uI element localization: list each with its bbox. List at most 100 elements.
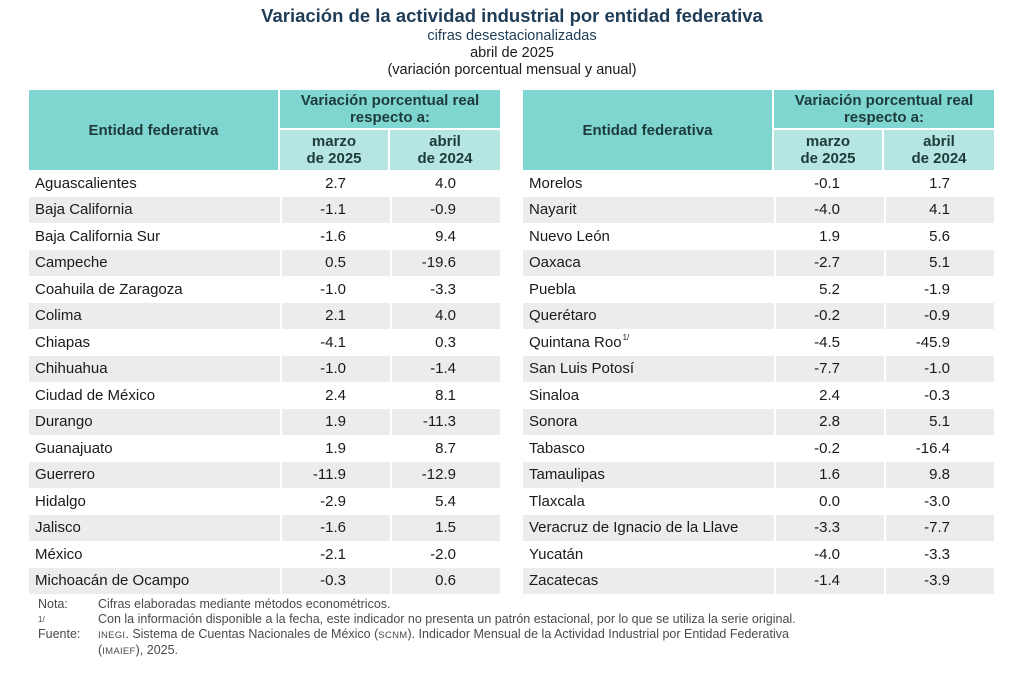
source-part3: ), 2025. [135, 643, 179, 657]
table-row: Guerrero -11.9 -12.9 [29, 461, 500, 488]
monthly-variation-value: -1.1 [280, 196, 390, 223]
table-row: Puebla 5.2 -1.9 [523, 276, 994, 303]
table-row: Michoacán de Ocampo -0.3 0.6 [29, 567, 500, 594]
entity-name: Zacatecas [523, 567, 774, 594]
annual-variation-value: -19.6 [390, 249, 500, 276]
entity-name: Guerrero [29, 461, 280, 488]
entity-name: Tlaxcala [523, 488, 774, 515]
table-row: Chihuahua -1.0 -1.4 [29, 355, 500, 382]
entity-name: Veracruz de Ignacio de la Llave [523, 514, 774, 541]
nota-label: Nota: [38, 597, 68, 611]
annual-variation-value: -7.7 [884, 514, 994, 541]
entity-name: Puebla [523, 276, 774, 303]
entity-label: Veracruz de Ignacio de la Llave [529, 519, 739, 537]
left-data-table: Entidad federativa Variación porcentual … [29, 90, 500, 594]
source-part2: ). Indicador Mensual de la Actividad Ind… [407, 627, 789, 641]
footnote-text: Con la información disponible a la fecha… [98, 612, 796, 626]
table-row: Hidalgo -2.9 5.4 [29, 488, 500, 515]
annual-variation-value: -3.3 [884, 541, 994, 568]
annual-variation-value: 1.7 [884, 170, 994, 197]
entity-name: Morelos [523, 170, 774, 197]
entity-name: Ciudad de México [29, 382, 280, 409]
monthly-variation-value: -0.1 [774, 170, 884, 197]
entity-label: Guerrero [35, 466, 96, 484]
table-row: Morelos -0.1 1.7 [523, 170, 994, 197]
annual-variation-value: -3.0 [884, 488, 994, 515]
col1-line2: de 2025 [800, 150, 856, 167]
monthly-variation-value: -4.0 [774, 196, 884, 223]
entity-label: Chihuahua [35, 360, 108, 378]
monthly-variation-value: 5.2 [774, 276, 884, 303]
monthly-variation-value: -2.7 [774, 249, 884, 276]
entity-name: Chiapas [29, 329, 280, 356]
entity-label: Hidalgo [35, 492, 86, 510]
entity-label: Tlaxcala [529, 492, 585, 510]
entity-name: Aguascalientes [29, 170, 280, 197]
source-text-cont: (IMAIEF), 2025. [98, 643, 178, 659]
group-header-line2: respecto a: [349, 109, 431, 126]
entity-name: Durango [29, 408, 280, 435]
entity-label: Sonora [529, 413, 578, 431]
source-imaief: IMAIEF [102, 646, 136, 657]
monthly-variation-value: 1.9 [280, 408, 390, 435]
annual-variation-value: 4.0 [390, 302, 500, 329]
monthly-variation-value: 0.0 [774, 488, 884, 515]
table-row: Baja California Sur -1.6 9.4 [29, 223, 500, 250]
entity-label: Baja California Sur [35, 227, 161, 245]
annual-variation-value: 4.1 [884, 196, 994, 223]
annual-variation-value: -1.4 [390, 355, 500, 382]
entity-label: Tamaulipas [529, 466, 605, 484]
table-row: Nayarit -4.0 4.1 [523, 196, 994, 223]
fuente-label: Fuente: [38, 627, 81, 641]
entity-name: México [29, 541, 280, 568]
annual-variation-value: 9.8 [884, 461, 994, 488]
entity-name: Jalisco [29, 514, 280, 541]
title-block: Variación de la actividad industrial por… [0, 4, 1024, 79]
source-row: Fuente: INEGI. Sistema de Cuentas Nacion… [38, 627, 998, 643]
annual-variation-value: -3.3 [390, 276, 500, 303]
table-row: Yucatán -4.0 -3.3 [523, 541, 994, 568]
monthly-variation-value: -1.0 [280, 276, 390, 303]
nota-text: Cifras elaboradas mediante métodos econo… [98, 597, 391, 611]
annual-variation-value: 5.6 [884, 223, 994, 250]
annual-variation-value: -16.4 [884, 435, 994, 462]
table-row: Ciudad de México 2.4 8.1 [29, 382, 500, 409]
monthly-variation-value: 2.1 [280, 302, 390, 329]
monthly-variation-value: -4.5 [774, 329, 884, 356]
annual-variation-value: 4.0 [390, 170, 500, 197]
entity-name: Chihuahua [29, 355, 280, 382]
entity-label: Puebla [529, 280, 576, 298]
entity-name: Nuevo León [523, 223, 774, 250]
group-header-line2: respecto a: [843, 109, 925, 126]
entity-label: Michoacán de Ocampo [35, 572, 190, 590]
entity-label: México [35, 545, 83, 563]
monthly-variation-value: 1.9 [280, 435, 390, 462]
annual-variation-value: -12.9 [390, 461, 500, 488]
table-row: Sinaloa 2.4 -0.3 [523, 382, 994, 409]
table-row: Colima 2.1 4.0 [29, 302, 500, 329]
entity-name: Baja California Sur [29, 223, 280, 250]
col1-line1: marzo [805, 133, 851, 150]
unit-label: (variación porcentual mensual y anual) [387, 62, 637, 78]
annual-variation-value: 1.5 [390, 514, 500, 541]
table-row: México -2.1 -2.0 [29, 541, 500, 568]
entity-label: Querétaro [529, 307, 597, 325]
col2-line2: de 2024 [417, 150, 473, 167]
footnotes: Nota: Cifras elaboradas mediante métodos… [38, 597, 998, 659]
entity-label: Campeche [35, 254, 108, 272]
entity-label: Yucatán [529, 545, 584, 563]
source-row-cont: (IMAIEF), 2025. [38, 643, 998, 659]
group-header-line1: Variación porcentual real [794, 92, 974, 109]
entity-name: Oaxaca [523, 249, 774, 276]
entity-label: Oaxaca [529, 254, 581, 272]
entity-column-header: Entidad federativa [523, 90, 774, 170]
monthly-variation-value: -3.3 [774, 514, 884, 541]
monthly-variation-value: 1.9 [774, 223, 884, 250]
monthly-variation-value: -0.3 [280, 567, 390, 594]
source-text: INEGI. Sistema de Cuentas Nacionales de … [98, 627, 789, 643]
table-row: Jalisco -1.6 1.5 [29, 514, 500, 541]
table-row: Durango 1.9 -11.3 [29, 408, 500, 435]
monthly-variation-value: 2.8 [774, 408, 884, 435]
annual-variation-value: -45.9 [884, 329, 994, 356]
entity-name: Yucatán [523, 541, 774, 568]
